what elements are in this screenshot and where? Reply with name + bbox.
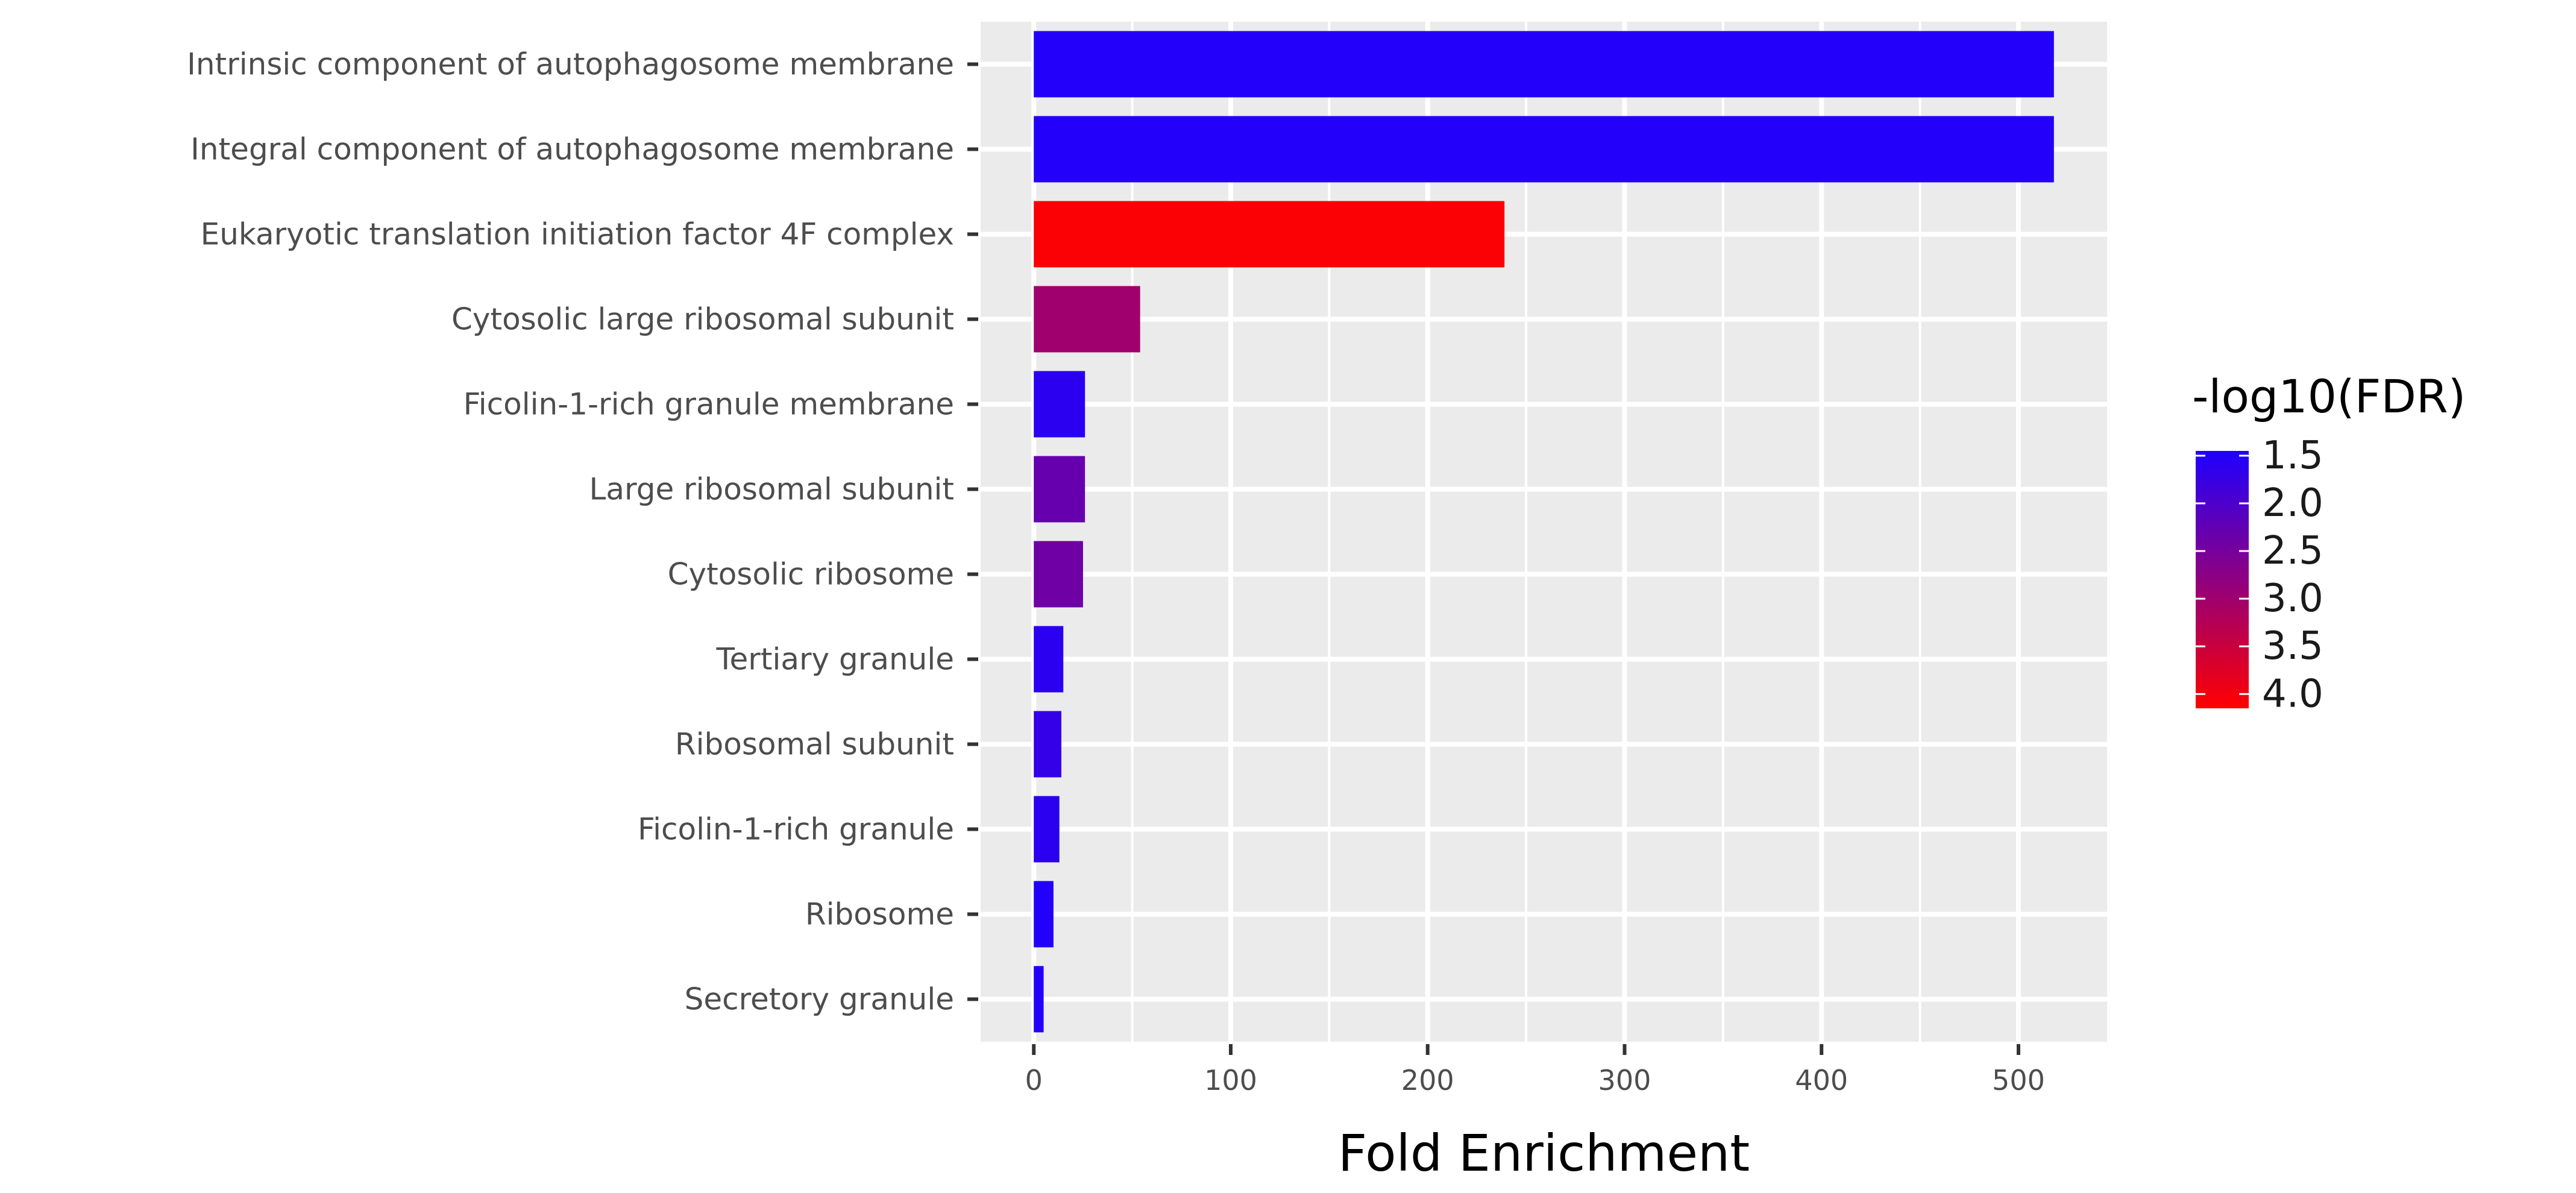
bar-ficolin-1-rich-granule — [1034, 796, 1060, 863]
y-tick-label: Cytosolic large ribosomal subunit — [451, 302, 954, 337]
legend-label: 3.0 — [2262, 576, 2323, 621]
bar-cytosolic-large-ribosomal-subunit — [1034, 286, 1140, 353]
y-tick-label: Ficolin-1-rich granule membrane — [463, 387, 954, 422]
color-legend: -log10(FDR) 1.52.02.53.03.54.0 — [2192, 370, 2466, 716]
y-tick-label: Ribosome — [805, 897, 954, 932]
bar-tertiary-granule — [1034, 626, 1064, 693]
y-tick-label: Integral component of autophagosome memb… — [190, 132, 954, 167]
y-tick-label: Secretory granule — [685, 982, 954, 1017]
bar-secretory-granule — [1034, 966, 1044, 1033]
legend-title: -log10(FDR) — [2192, 370, 2466, 423]
bar-large-ribosomal-subunit — [1034, 456, 1085, 523]
legend-label: 3.5 — [2262, 624, 2323, 669]
legend-ticks: 1.52.02.53.03.54.0 — [2196, 433, 2323, 716]
bar-eukaryotic-translation-initiation-factor-4f-complex — [1034, 201, 1505, 268]
x-tick-label: 300 — [1598, 1064, 1651, 1097]
bar-intrinsic-component-of-autophagosome-membrane — [1034, 31, 2054, 98]
x-axis: 0 100 200 300 400 500 — [1025, 1044, 2045, 1097]
x-axis-title: Fold Enrichment — [1338, 1124, 1750, 1183]
y-tick-label: Intrinsic component of autophagosome mem… — [187, 47, 954, 82]
bar-cytosolic-ribosome — [1034, 541, 1083, 608]
x-tick-label: 100 — [1204, 1064, 1257, 1097]
bars — [1034, 31, 2054, 1033]
y-tick-label: Ficolin-1-rich granule — [638, 812, 954, 847]
x-tick-label: 0 — [1025, 1064, 1043, 1097]
bar-integral-component-of-autophagosome-membrane — [1034, 116, 2054, 183]
y-tick-label: Tertiary granule — [715, 642, 954, 677]
legend-colorbar — [2196, 451, 2249, 708]
legend-label: 1.5 — [2262, 433, 2323, 478]
y-tick-label: Ribosomal subunit — [675, 727, 954, 762]
minor-gridlines — [1131, 22, 1921, 1042]
legend-label: 2.0 — [2262, 481, 2323, 526]
y-tick-label: Eukaryotic translation initiation factor… — [201, 217, 954, 252]
y-tick-label: Large ribosomal subunit — [589, 472, 954, 507]
bar-ficolin-1-rich-granule-membrane — [1034, 371, 1085, 438]
x-tick-label: 400 — [1795, 1064, 1848, 1097]
legend-label: 2.5 — [2262, 529, 2323, 573]
legend-label: 4.0 — [2262, 672, 2323, 716]
x-tick-label: 500 — [1992, 1064, 2045, 1097]
major-gridlines — [981, 22, 2107, 1042]
y-tick-label: Cytosolic ribosome — [668, 557, 954, 592]
x-tick-label: 200 — [1401, 1064, 1454, 1097]
bar-ribosome — [1034, 881, 1054, 948]
y-axis: Intrinsic component of autophagosome mem… — [187, 47, 978, 1017]
bar-ribosomal-subunit — [1034, 711, 1061, 778]
